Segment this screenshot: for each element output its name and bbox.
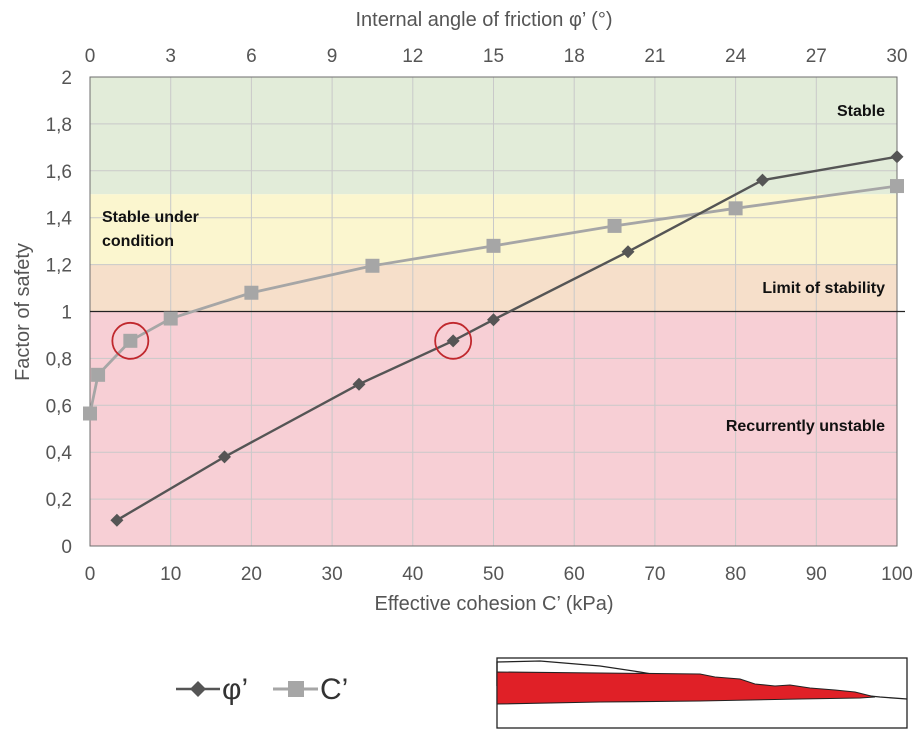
data-point-phi	[110, 513, 124, 527]
x-tick-label: 30	[322, 564, 343, 585]
data-point-phi	[218, 450, 231, 464]
data-point-phi	[446, 334, 460, 348]
data-point-phi	[890, 150, 904, 164]
x2-tick-label: 3	[165, 46, 176, 67]
x-tick-label: 40	[402, 564, 423, 585]
y-tick-label: 0,6	[46, 396, 72, 417]
data-point-cohesion	[486, 238, 501, 253]
x-tick-label: 70	[644, 564, 665, 585]
data-series	[83, 150, 904, 527]
series-line-phi	[116, 155, 898, 522]
series-line-cohesion	[88, 184, 898, 414]
x2-tick-label: 30	[886, 46, 907, 67]
data-point-cohesion	[123, 333, 138, 348]
zone-label-recurrently-unstable: Recurrently unstable	[726, 418, 885, 435]
data-point-phi	[621, 245, 635, 259]
slope-section-sketch	[496, 657, 908, 729]
y-axis-title: Factor of safety	[12, 243, 34, 381]
x2-tick-label: 24	[725, 46, 747, 67]
data-point-cohesion	[607, 218, 622, 233]
data-point-phi	[487, 313, 500, 327]
x2-tick-label: 9	[327, 46, 338, 67]
highlight-circle	[434, 321, 473, 360]
data-point-cohesion	[163, 311, 178, 326]
zone-label-limit-of-stability: Limit of stability	[762, 280, 885, 297]
top-axis-title: Internal angle of friction φ’ (°)	[355, 9, 612, 31]
x-tick-label: 10	[160, 564, 181, 585]
zone-label-stable-under-condition: Stable under	[102, 209, 199, 226]
legend-label-phi: φ’	[222, 673, 248, 706]
x-tick-label: 100	[881, 564, 913, 585]
legend: φ’ C’	[176, 673, 348, 706]
data-point-cohesion	[365, 258, 380, 273]
unstable-layer	[496, 671, 876, 705]
x2-tick-label: 6	[246, 46, 257, 67]
zone-labels: Stable Stable under condition Limit of stab…	[102, 103, 885, 435]
zone-label-stable: Stable	[837, 103, 885, 120]
x-tick-label: 60	[564, 564, 585, 585]
x2-tick-label: 12	[402, 46, 423, 67]
y-tick-label: 1,4	[46, 209, 73, 230]
data-point-cohesion	[83, 406, 97, 421]
x-tick-label: 20	[241, 564, 262, 585]
x2-tick-label: 21	[644, 46, 665, 67]
data-point-cohesion	[244, 285, 259, 300]
y-tick-label: 0,2	[46, 490, 72, 511]
x2-tick-label: 27	[806, 46, 827, 67]
data-point-cohesion	[728, 201, 743, 216]
data-point-phi	[352, 377, 366, 391]
y-tick-label: 1,6	[46, 162, 72, 183]
y-tick-label: 1,2	[46, 256, 72, 277]
highlight-circle	[111, 321, 150, 360]
data-point-cohesion	[91, 367, 106, 382]
legend-marker-phi	[190, 681, 206, 697]
x-tick-label: 80	[725, 564, 746, 585]
y-tick-label: 0	[61, 537, 72, 558]
legend-label-cohesion: C’	[320, 673, 348, 706]
y-tick-label: 2	[61, 68, 72, 89]
legend-marker-cohesion	[288, 681, 304, 697]
x-axis-title: Effective cohesion C’ (kPa)	[375, 593, 614, 615]
y-tick-label: 0,4	[46, 443, 73, 464]
data-point-cohesion	[890, 179, 904, 194]
zone-label-stable-under-condition: condition	[102, 233, 174, 250]
x-tick-label: 0	[85, 564, 96, 585]
x-tick-label: 50	[483, 564, 504, 585]
data-point-phi	[756, 173, 769, 187]
y-tick-label: 0,8	[46, 349, 72, 370]
y-tick-label: 1,8	[46, 115, 72, 136]
y-tick-label: 1	[61, 303, 72, 324]
x-tick-label: 90	[806, 564, 827, 585]
x2-tick-label: 18	[564, 46, 585, 67]
x2-tick-label: 15	[483, 46, 504, 67]
x2-tick-label: 0	[85, 46, 96, 67]
highlight-circles	[111, 321, 473, 360]
